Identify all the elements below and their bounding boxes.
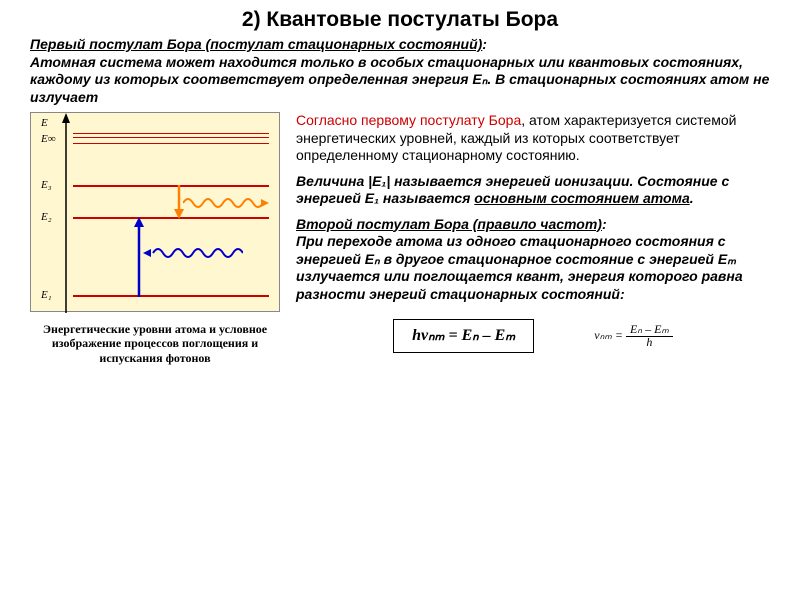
formula-row: hνₙₘ = Eₙ – Eₘ νₙₘ = Eₙ – Eₘh (296, 311, 770, 353)
p1-lead: Согласно первому постулату Бора (296, 112, 521, 128)
level-line (73, 143, 269, 144)
absorption-wave-icon (143, 245, 243, 261)
intro-heading: Первый постулат Бора (постулат стационар… (30, 36, 482, 52)
intro-body: Атомная система может находится только в… (30, 54, 769, 105)
right-column: Согласно первому постулату Бора, атом ха… (296, 112, 770, 365)
p2-e: . (690, 190, 694, 206)
level-label: E₃ (41, 179, 52, 191)
level-label: E (41, 117, 48, 129)
side-lhs: νₙₘ = (594, 328, 626, 342)
paragraph-2: Величина |E₁| называется энергией иониза… (296, 173, 770, 208)
energy-level-diagram: E E∞ E₃ E₂ E₁ (30, 112, 280, 312)
side-formula: νₙₘ = Eₙ – Eₘh (594, 323, 673, 349)
diagram-caption: Энергетические уровни атома и условное и… (30, 312, 280, 365)
left-column: E E∞ E₃ E₂ E₁ (30, 112, 280, 365)
paragraph-3: Второй постулат Бора (правило частот): П… (296, 216, 770, 304)
axis-arrow-icon (59, 113, 73, 313)
level-label: E∞ (41, 133, 56, 145)
p3-body: При переходе атома из одного стационарно… (296, 233, 743, 302)
emission-wave-icon (183, 195, 269, 211)
level-label: E₂ (41, 211, 52, 223)
p2-b: энергией ионизации (486, 173, 630, 189)
intro-block: Первый постулат Бора (постулат стационар… (0, 36, 800, 112)
p2-d: основным состоянием атома (474, 190, 689, 206)
level-line (73, 133, 269, 134)
paragraph-1: Согласно первому постулату Бора, атом ха… (296, 112, 770, 165)
level-label: E₁ (41, 289, 52, 301)
p3-heading: Второй постулат Бора (правило частот) (296, 216, 602, 232)
p2-a: Величина |E₁| называется (296, 173, 486, 189)
page-title: 2) Квантовые постулаты Бора (0, 0, 800, 36)
level-line (73, 137, 269, 138)
level-line (73, 295, 269, 297)
content-row: E E∞ E₃ E₂ E₁ (0, 112, 800, 365)
main-formula: hνₙₘ = Eₙ – Eₘ (393, 319, 534, 353)
side-den: h (642, 335, 656, 349)
